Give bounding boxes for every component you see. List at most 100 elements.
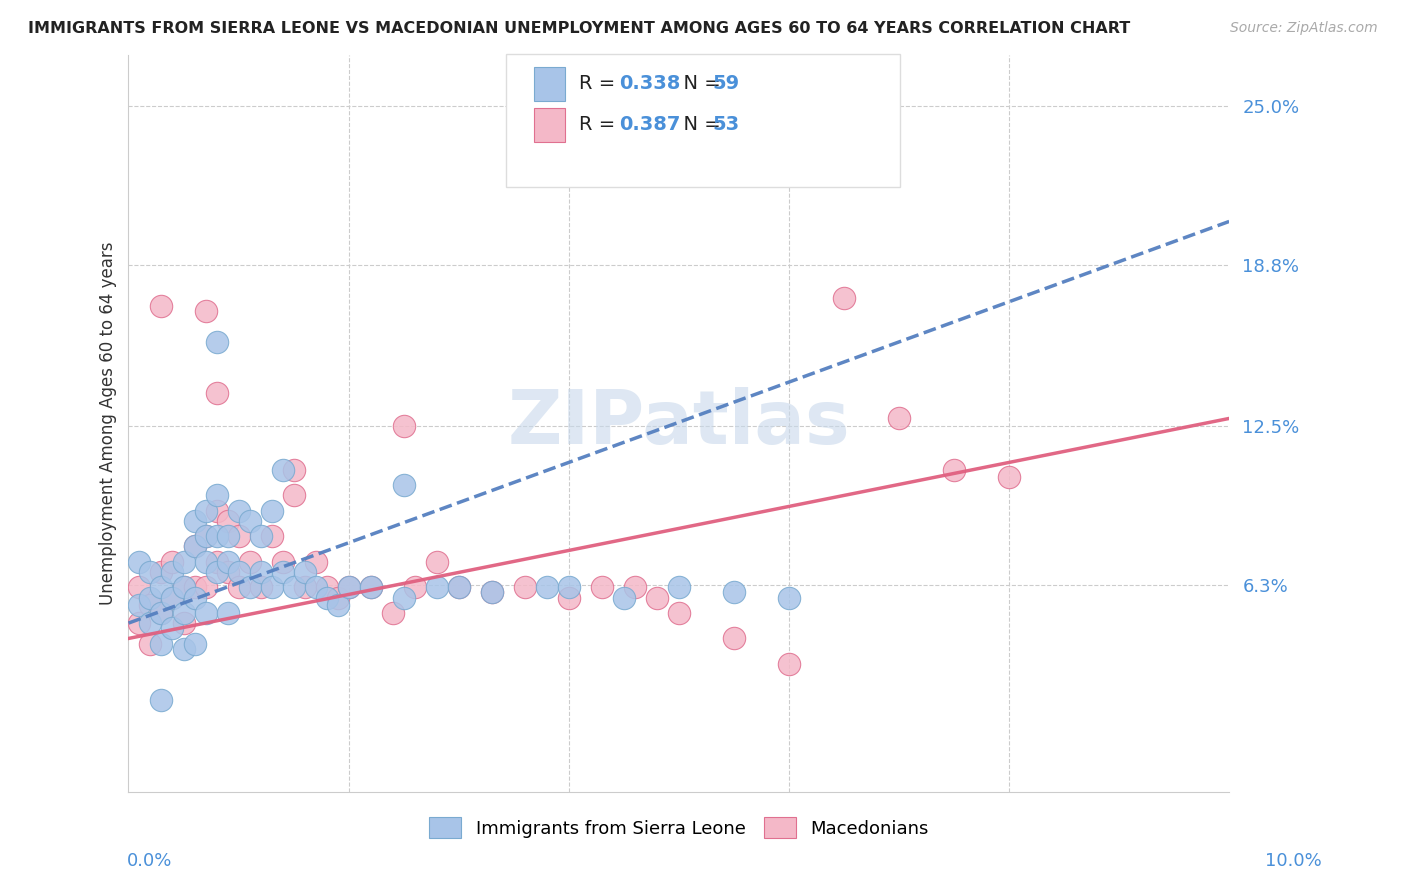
Point	[162, 621, 184, 635]
Point	[645, 591, 668, 605]
Text: R =: R =	[579, 115, 621, 135]
Point	[723, 632, 745, 646]
Point	[536, 580, 558, 594]
Text: 0.387: 0.387	[619, 115, 681, 135]
Point	[194, 503, 217, 517]
Point	[194, 529, 217, 543]
Point	[337, 580, 360, 594]
Text: N =: N =	[671, 74, 727, 94]
Point	[447, 580, 470, 594]
Point	[238, 555, 260, 569]
Point	[613, 591, 636, 605]
Point	[205, 503, 228, 517]
Point	[249, 580, 271, 594]
Point	[481, 585, 503, 599]
Point	[481, 585, 503, 599]
Point	[194, 529, 217, 543]
Point	[173, 580, 195, 594]
Point	[337, 580, 360, 594]
Point	[294, 565, 316, 579]
Point	[623, 580, 645, 594]
Point	[128, 598, 150, 612]
Point	[271, 462, 294, 476]
Point	[558, 580, 581, 594]
Point	[183, 540, 205, 554]
Point	[326, 591, 349, 605]
Point	[150, 606, 173, 620]
Text: Source: ZipAtlas.com: Source: ZipAtlas.com	[1230, 21, 1378, 35]
Point	[128, 580, 150, 594]
Point	[194, 304, 217, 318]
Point	[173, 555, 195, 569]
Point	[392, 419, 415, 434]
Point	[943, 462, 966, 476]
Point	[668, 580, 690, 594]
Point	[150, 580, 173, 594]
Point	[183, 514, 205, 528]
Point	[217, 555, 239, 569]
Point	[205, 385, 228, 400]
Point	[228, 580, 250, 594]
Point	[217, 529, 239, 543]
Point	[139, 565, 162, 579]
Point	[513, 580, 536, 594]
Point	[162, 591, 184, 605]
Point	[283, 488, 305, 502]
Text: 53: 53	[713, 115, 740, 135]
Point	[304, 555, 326, 569]
Text: 59: 59	[713, 74, 740, 94]
Point	[426, 555, 449, 569]
Point	[128, 616, 150, 631]
Point	[283, 462, 305, 476]
Point	[139, 636, 162, 650]
Point	[778, 591, 800, 605]
Legend: Immigrants from Sierra Leone, Macedonians: Immigrants from Sierra Leone, Macedonian…	[422, 810, 936, 846]
Point	[183, 591, 205, 605]
Point	[205, 555, 228, 569]
Point	[238, 580, 260, 594]
Point	[205, 334, 228, 349]
Point	[591, 580, 613, 594]
Point	[381, 606, 404, 620]
Point	[998, 470, 1021, 484]
Point	[194, 555, 217, 569]
Point	[315, 580, 337, 594]
Point	[150, 693, 173, 707]
Point	[260, 529, 283, 543]
Point	[183, 540, 205, 554]
Point	[447, 580, 470, 594]
Point	[360, 580, 382, 594]
Point	[150, 606, 173, 620]
Point	[260, 580, 283, 594]
Point	[426, 580, 449, 594]
Point	[404, 580, 426, 594]
Point	[778, 657, 800, 671]
Point	[128, 555, 150, 569]
Point	[205, 488, 228, 502]
Text: 0.0%: 0.0%	[127, 852, 172, 870]
Text: 0.338: 0.338	[619, 74, 681, 94]
Point	[173, 580, 195, 594]
Point	[173, 616, 195, 631]
Point	[326, 598, 349, 612]
Point	[294, 580, 316, 594]
Point	[217, 565, 239, 579]
Point	[150, 636, 173, 650]
Point	[249, 565, 271, 579]
Point	[139, 598, 162, 612]
Text: ZIPatlas: ZIPatlas	[508, 387, 851, 460]
Point	[162, 565, 184, 579]
Text: IMMIGRANTS FROM SIERRA LEONE VS MACEDONIAN UNEMPLOYMENT AMONG AGES 60 TO 64 YEAR: IMMIGRANTS FROM SIERRA LEONE VS MACEDONI…	[28, 21, 1130, 36]
Point	[217, 514, 239, 528]
Text: R =: R =	[579, 74, 621, 94]
Point	[271, 565, 294, 579]
Point	[315, 591, 337, 605]
Point	[228, 503, 250, 517]
Point	[260, 503, 283, 517]
Point	[558, 591, 581, 605]
Point	[360, 580, 382, 594]
Point	[162, 555, 184, 569]
Y-axis label: Unemployment Among Ages 60 to 64 years: Unemployment Among Ages 60 to 64 years	[100, 242, 117, 606]
Point	[723, 585, 745, 599]
Point	[162, 591, 184, 605]
